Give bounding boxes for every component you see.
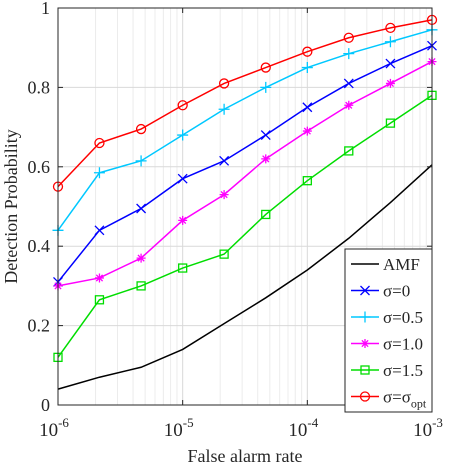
data-point — [219, 249, 229, 259]
data-point — [178, 215, 188, 225]
data-point — [177, 100, 188, 111]
data-point — [343, 48, 355, 60]
series-line — [57, 29, 433, 231]
data-point — [136, 253, 146, 263]
data-point — [178, 263, 188, 273]
data-point — [302, 126, 312, 136]
legend-marker — [359, 311, 371, 323]
data-point — [301, 62, 313, 74]
data-point — [344, 100, 354, 110]
data-point — [385, 78, 395, 88]
data-point — [260, 62, 271, 73]
y-tick-label: 1 — [41, 0, 50, 18]
data-point — [136, 281, 146, 291]
data-point — [302, 176, 312, 186]
legend-entry: σ=1.0 — [351, 335, 423, 354]
data-point — [384, 36, 396, 48]
data-point — [260, 81, 272, 93]
y-tick-label: 0.8 — [28, 77, 51, 97]
legend-label: σ=1.0 — [383, 335, 423, 354]
legend-marker — [359, 391, 371, 402]
data-point — [219, 155, 230, 166]
y-tick-label: 0.2 — [28, 316, 51, 336]
legend-label: AMF — [383, 255, 420, 274]
x-tick-label: 10-3 — [413, 415, 443, 441]
data-point — [385, 22, 396, 34]
series-5 — [52, 14, 438, 192]
x-tick-label: 10-6 — [39, 415, 69, 441]
data-point — [219, 190, 229, 200]
series-line — [57, 164, 433, 390]
series-line — [57, 94, 433, 358]
data-point — [302, 102, 313, 113]
legend-label: σ=0.5 — [383, 308, 423, 327]
legend-entry: AMF — [351, 255, 420, 274]
data-point — [218, 103, 230, 115]
data-point — [385, 118, 396, 128]
legend-label: σ=0 — [383, 282, 410, 301]
series-line — [57, 19, 433, 188]
series-3 — [53, 57, 437, 291]
data-point — [343, 32, 354, 43]
data-point — [344, 146, 354, 156]
series-0 — [57, 164, 433, 390]
legend-marker — [360, 339, 370, 348]
data-point — [94, 137, 105, 149]
series-line — [57, 60, 433, 287]
y-tick-label: 0 — [41, 395, 50, 415]
data-point — [177, 129, 189, 141]
y-tick-label: 0.4 — [28, 236, 51, 256]
y-tick-label: 0.6 — [28, 157, 51, 177]
data-point — [177, 173, 188, 184]
data-point — [302, 46, 313, 57]
x-tick-label: 10-5 — [164, 415, 194, 441]
data-point — [94, 225, 105, 236]
legend-marker — [360, 285, 370, 296]
legend-entry: σ=0.5 — [351, 308, 423, 327]
legend-marker — [360, 365, 370, 375]
x-tick-label: 10-4 — [288, 415, 318, 441]
data-point — [218, 78, 230, 89]
data-point — [385, 58, 396, 69]
series-line — [57, 45, 433, 283]
data-point — [343, 78, 354, 89]
data-point — [94, 295, 105, 305]
data-point — [93, 167, 105, 179]
legend-entry: σ=1.5 — [351, 361, 423, 380]
data-point — [261, 154, 271, 164]
data-point — [136, 203, 147, 214]
plot-frame — [57, 7, 433, 406]
data-point — [261, 209, 271, 220]
axis-ticks: 0 0.2 0.4 0.6 0.8 1 10-6 10-5 10-4 10-3 — [28, 0, 443, 441]
y-axis-label: Detection Probability — [1, 129, 21, 283]
x-axis-label: False alarm rate — [188, 446, 303, 466]
data-point — [94, 273, 104, 283]
legend-entry: σ=0 — [351, 282, 410, 301]
data-point — [135, 155, 147, 167]
data-point — [135, 123, 147, 135]
legend-label: σ=1.5 — [383, 361, 423, 380]
legend-box — [344, 248, 433, 413]
data-point — [260, 130, 271, 140]
series-1 — [53, 40, 437, 287]
